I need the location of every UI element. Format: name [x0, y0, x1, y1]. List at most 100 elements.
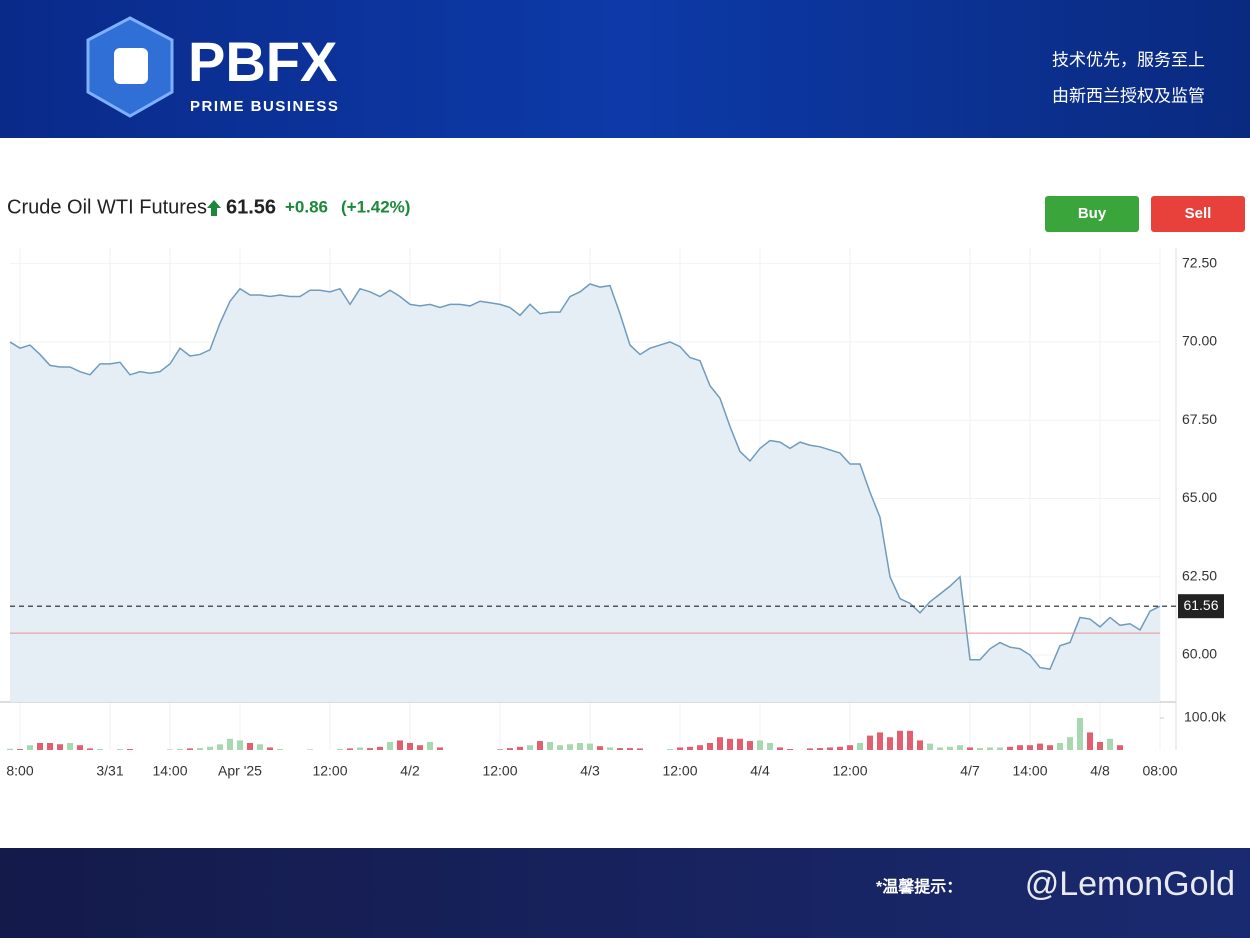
buy-label[interactable]: Buy	[1078, 205, 1107, 222]
volume-bar	[347, 748, 353, 750]
x-tick-label: 4/3	[580, 763, 600, 779]
volume-bar	[627, 748, 633, 750]
volume-bar	[267, 747, 273, 750]
x-tick-label: 3/31	[96, 763, 123, 779]
volume-bar	[1047, 745, 1053, 750]
volume-bar	[227, 738, 233, 750]
volume-bar	[67, 742, 73, 750]
volume-bar	[687, 746, 693, 750]
volume-bar	[397, 740, 403, 750]
volume-bar	[1067, 737, 1073, 750]
volume-bar	[197, 748, 203, 750]
logo-icon-inner	[114, 48, 148, 84]
x-tick-label: 8:00	[6, 763, 33, 779]
volume-bar	[957, 745, 963, 750]
volume-bar	[127, 749, 133, 750]
volume-bar	[1107, 738, 1113, 750]
y-tick-label: 72.50	[1182, 254, 1217, 270]
volume-bar	[787, 749, 793, 750]
volume-bar	[407, 742, 413, 750]
volume-bar	[7, 748, 13, 750]
volume-bar	[497, 749, 503, 750]
x-tick-label: 4/4	[750, 763, 770, 779]
volume-bar	[727, 738, 733, 750]
volume-bar	[387, 742, 393, 750]
volume-bar	[737, 738, 743, 750]
slogan: 技术优先，服务至上	[1052, 50, 1205, 69]
volume-bar	[567, 744, 573, 750]
volume-bar	[717, 737, 723, 750]
volume-bar	[307, 749, 313, 750]
volume-bar	[1087, 732, 1093, 750]
volume-bar	[907, 730, 913, 750]
volume-bar	[337, 749, 343, 750]
volume-bar	[777, 747, 783, 750]
buy-button[interactable]	[1045, 196, 1139, 232]
change-pct: (+1.42%)	[341, 197, 410, 216]
volume-bar	[97, 749, 103, 750]
volume-bar	[927, 743, 933, 750]
watermark: @LemonGold	[1025, 865, 1235, 903]
volume-bar	[277, 749, 283, 750]
volume-bar	[817, 748, 823, 750]
volume-bar	[47, 742, 53, 750]
volume-bar	[597, 746, 603, 750]
y2-tick-label: 100.0k	[1184, 709, 1227, 725]
volume-bar	[1037, 743, 1043, 750]
x-tick-label: 12:00	[832, 763, 867, 779]
volume-bar	[887, 737, 893, 750]
volume-bar	[27, 745, 33, 750]
x-tick-label: 14:00	[1012, 763, 1047, 779]
x-tick-label: Apr '25	[218, 763, 262, 779]
volume-bar	[697, 745, 703, 750]
up-arrow	[207, 200, 221, 216]
y-tick-label: 62.50	[1182, 567, 1217, 583]
sell-button[interactable]	[1151, 196, 1245, 232]
x-tick-label: 14:00	[152, 763, 187, 779]
volume-bar	[537, 741, 543, 750]
volume-bar	[187, 748, 193, 750]
volume-bar	[557, 745, 563, 750]
footer-bg	[0, 848, 1250, 938]
slogan: 由新西兰授权及监管	[1052, 86, 1205, 105]
volume-bar	[577, 742, 583, 750]
volume-bar	[677, 747, 683, 750]
volume-bar	[77, 745, 83, 750]
y-tick-label: 70.00	[1182, 333, 1217, 349]
volume-bar	[507, 748, 513, 750]
price-line	[9, 283, 1161, 670]
price: 61.56	[226, 196, 276, 218]
volume-bar	[117, 749, 123, 750]
volume-bar	[1077, 718, 1083, 750]
volume-bar	[57, 744, 63, 750]
volume-bar	[877, 732, 883, 750]
logo-text: PBFX	[188, 30, 337, 93]
last-price-badge	[1178, 594, 1224, 619]
volume-bar	[837, 746, 843, 750]
volume-bar	[437, 747, 443, 750]
volume-bar	[997, 747, 1003, 750]
sell-label[interactable]: Sell	[1185, 205, 1212, 222]
header-bg	[0, 0, 1250, 138]
volume-bar	[377, 746, 383, 750]
volume-bar	[1117, 745, 1123, 750]
x-tick-label: 08:00	[1142, 763, 1177, 779]
volume-bar	[757, 740, 763, 750]
x-tick-label: 4/7	[960, 763, 980, 779]
volume-bar	[417, 745, 423, 750]
volume-bar	[207, 746, 213, 750]
volume-bar	[367, 748, 373, 750]
volume-bar	[217, 744, 223, 750]
volume-bar	[1057, 742, 1063, 750]
volume-bar	[17, 749, 23, 750]
x-tick-label: 4/8	[1090, 763, 1110, 779]
volume-bar	[987, 747, 993, 750]
volume-bar	[547, 742, 553, 750]
volume-bar	[977, 748, 983, 750]
volume-bar	[247, 742, 253, 750]
volume-bar	[767, 742, 773, 750]
y-tick-label: 65.00	[1182, 489, 1217, 505]
volume-bar	[1017, 745, 1023, 750]
